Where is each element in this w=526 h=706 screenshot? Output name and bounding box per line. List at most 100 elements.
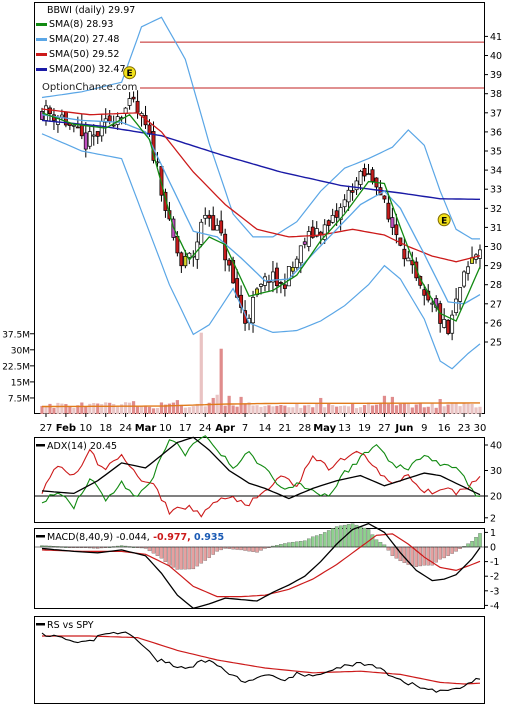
volume-bar: [454, 403, 458, 414]
macd-histogram-bar: [303, 540, 307, 548]
price-panel: 25 26 27 28 29 30 31 32 33 34 35 36 37 38 39 40 41 E E BBWI…: [2, 5, 502, 434]
volume-bar: [390, 396, 394, 414]
volume-bar: [163, 404, 168, 414]
candle-body: [322, 224, 327, 240]
volume-bar: [251, 405, 255, 414]
price-tick-label: 25: [490, 338, 502, 349]
volume-bar: [394, 405, 398, 414]
price-tick-label: 41: [490, 32, 502, 43]
candle-body: [430, 302, 435, 305]
macd-histogram-bar: [446, 546, 450, 556]
x-tick-label: 13: [338, 423, 351, 434]
price-tick-label: 34: [490, 166, 502, 177]
volume-bar: [478, 406, 482, 414]
macd-histogram-bar: [179, 546, 184, 570]
volume-bar: [52, 407, 56, 414]
volume-bar: [347, 406, 351, 414]
candle-body: [99, 121, 104, 137]
candle-body: [286, 266, 291, 287]
volume-bar: [358, 407, 363, 414]
macd-histogram-bar: [374, 539, 379, 548]
x-tick-label: 27: [378, 423, 391, 434]
macd-histogram-bar: [187, 546, 192, 570]
candle-body: [278, 282, 283, 284]
macd-title-text: MACD(8,40,9) -0.044,: [47, 532, 150, 543]
macd-panel: -4 -3 -2 -1 0 1 2 MACD(8,40,9) -0.044, -0.977, …: [35, 513, 499, 612]
di-plus-line: [41, 435, 481, 510]
volume-bar: [175, 400, 179, 414]
volume-bar: [402, 402, 406, 414]
legend-swatch: [36, 68, 47, 71]
candle-body: [91, 134, 96, 137]
volume-bar: [291, 407, 295, 414]
volume-bar: [243, 403, 247, 414]
adx-title: ADX(14) 20.45: [47, 441, 117, 452]
macd-tick-label: 1: [490, 528, 496, 539]
legend-swatch: [36, 23, 47, 26]
macd-histogram-bar: [247, 546, 251, 552]
earnings-marker: [123, 66, 137, 80]
volume-bar: [227, 395, 231, 414]
volume-bar: [438, 399, 442, 414]
volume-bar: [410, 407, 414, 414]
macd-line: [41, 522, 481, 610]
candle-body: [59, 114, 64, 118]
volume-bar: [267, 405, 271, 414]
volume-bar: [370, 405, 375, 414]
volume-bar: [323, 407, 327, 414]
candle-body: [87, 131, 92, 147]
candle-body: [135, 100, 140, 113]
volume-bar: [331, 405, 335, 414]
macd-histogram-bar: [438, 546, 442, 560]
volume-bar: [139, 406, 144, 414]
volume-bar: [354, 408, 359, 414]
x-tick-label: Jun: [394, 423, 413, 434]
volume-bar: [135, 406, 140, 414]
candle-body: [310, 226, 315, 238]
price-tick-label: 35: [490, 147, 502, 158]
candle-body: [406, 257, 411, 262]
macd-histogram-bar: [366, 529, 371, 548]
volume-bar: [307, 404, 311, 414]
candle-body: [358, 170, 363, 185]
volume-bar: [442, 406, 446, 414]
x-tick-label: 10: [79, 423, 92, 434]
macd-histogram-bar: [243, 546, 247, 551]
price-tick-label: 37: [490, 108, 502, 119]
volume-bar: [434, 407, 438, 414]
candle-body: [147, 124, 152, 135]
volume-bar: [426, 406, 430, 414]
volume-bar: [450, 403, 454, 414]
candle-body: [446, 319, 451, 334]
volume-bar: [108, 402, 112, 414]
macd-histogram-bar: [338, 525, 343, 548]
candle-body: [48, 107, 52, 115]
candle-body: [366, 173, 371, 176]
volume-bar: [271, 406, 275, 414]
macd-histogram-bar: [322, 532, 327, 548]
volume-bar: [247, 402, 251, 414]
candle-body: [306, 231, 311, 247]
volume-bar: [191, 406, 195, 414]
candle-body: [183, 255, 188, 267]
volume-bar: [44, 406, 48, 414]
x-tick-label: May: [313, 423, 336, 434]
rs-legend-swatch: [36, 623, 45, 626]
volume-bar: [255, 405, 259, 414]
volume-bar: [100, 404, 104, 414]
watermark: OptionChance.com: [42, 82, 137, 93]
candle-body: [270, 271, 275, 283]
rs-panel: RS vs SPY: [36, 620, 481, 693]
macd-histogram-bar: [259, 546, 263, 551]
candle-body: [274, 267, 279, 286]
candle-body: [251, 296, 255, 324]
candle-body: [382, 195, 387, 200]
candle-body: [107, 115, 112, 123]
macd-title: MACD(8,40,9) -0.044, -0.977, 0.935: [47, 532, 224, 543]
candle-body: [294, 258, 299, 268]
candle-body: [338, 207, 343, 220]
panel-frame-adx: [34, 437, 485, 523]
macd-histogram-bar: [390, 546, 395, 556]
legend-label: SMA(50) 29.52: [49, 49, 119, 60]
price-tick-label: 33: [490, 185, 502, 196]
